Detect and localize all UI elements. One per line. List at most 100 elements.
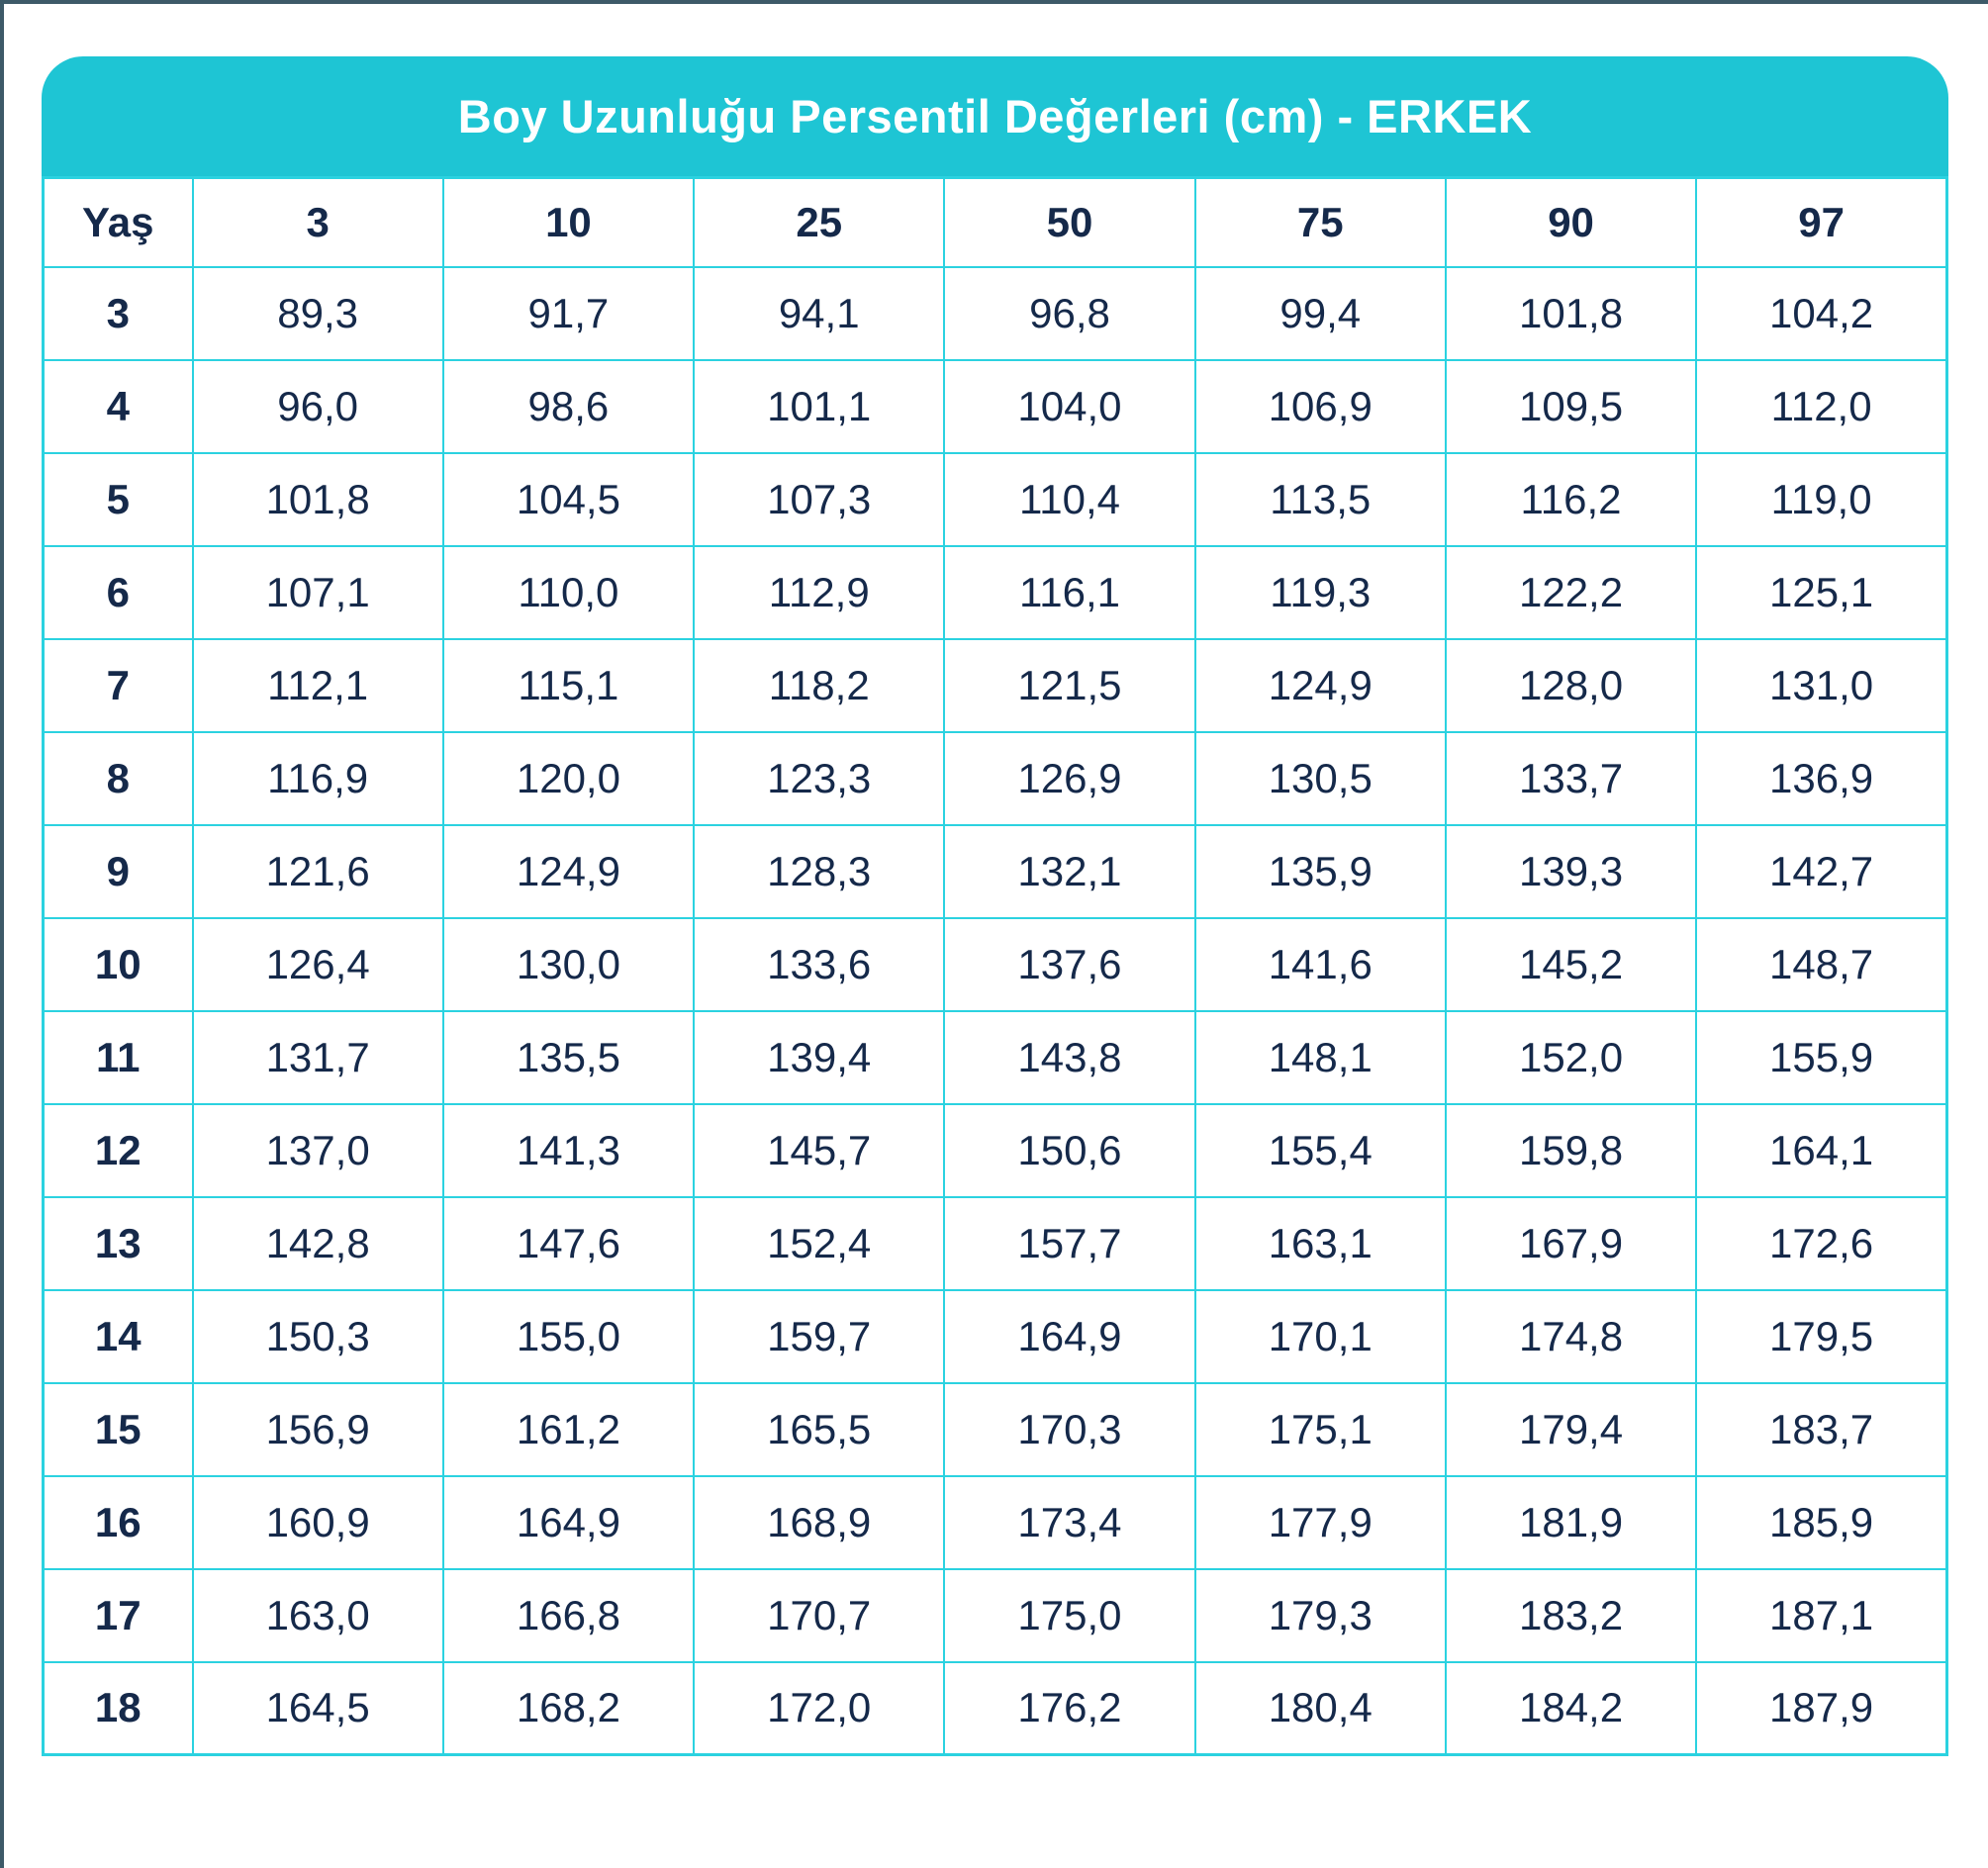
table-row: 8 116,9 120,0 123,3 126,9 130,5 133,7 136,9 [42, 730, 1948, 826]
value-cell: 130,0 [441, 916, 696, 1012]
value-cell: 110,0 [441, 544, 696, 640]
value-cell: 163,0 [191, 1567, 444, 1663]
table-row: 7 112,1 115,1 118,2 121,5 124,9 128,0 131,0 [42, 637, 1948, 733]
value-cell: 104,2 [1695, 265, 1948, 361]
value-cell: 141,3 [441, 1102, 696, 1198]
age-cell: 18 [42, 1660, 194, 1756]
value-cell: 124,9 [1193, 637, 1447, 733]
value-cell: 142,8 [191, 1195, 444, 1291]
value-cell: 170,1 [1193, 1288, 1447, 1384]
table-row: 18 164,5 168,2 172,0 176,2 180,4 184,2 187,9 [42, 1660, 1948, 1756]
percentile-table-card: Boy Uzunluğu Persentil Değerleri (cm) - … [42, 56, 1948, 1756]
value-cell: 161,2 [441, 1381, 696, 1477]
value-cell: 164,9 [441, 1474, 696, 1570]
value-cell: 137,6 [943, 916, 1196, 1012]
height-percentile-table: Yaş 3 10 25 50 75 90 97 3 89,3 91,7 94,1 96,8 99,4 10… [42, 176, 1948, 1756]
value-cell: 141,6 [1193, 916, 1447, 1012]
value-cell: 170,3 [943, 1381, 1196, 1477]
age-cell: 15 [42, 1381, 194, 1477]
value-cell: 109,5 [1444, 358, 1698, 454]
age-cell: 12 [42, 1102, 194, 1198]
value-cell: 120,0 [441, 730, 696, 826]
value-cell: 184,2 [1444, 1660, 1698, 1756]
value-cell: 135,9 [1193, 823, 1447, 919]
value-cell: 96,8 [943, 265, 1196, 361]
value-cell: 143,8 [943, 1009, 1196, 1105]
table-title: Boy Uzunluğu Persentil Değerleri (cm) - … [457, 90, 1533, 142]
value-cell: 176,2 [943, 1660, 1196, 1756]
value-cell: 164,5 [191, 1660, 444, 1756]
value-cell: 119,3 [1193, 544, 1447, 640]
value-cell: 125,1 [1695, 544, 1948, 640]
table-head: Yaş 3 10 25 50 75 90 97 [42, 176, 1948, 268]
age-cell: 5 [42, 451, 194, 547]
value-cell: 122,2 [1444, 544, 1698, 640]
value-cell: 132,1 [943, 823, 1196, 919]
value-cell: 130,5 [1193, 730, 1447, 826]
value-cell: 112,9 [693, 544, 946, 640]
value-cell: 165,5 [693, 1381, 946, 1477]
percentile-header: 75 [1193, 176, 1447, 268]
value-cell: 131,7 [191, 1009, 444, 1105]
table-row: 6 107,1 110,0 112,9 116,1 119,3 122,2 125,1 [42, 544, 1948, 640]
age-cell: 13 [42, 1195, 194, 1291]
table-row: 3 89,3 91,7 94,1 96,8 99,4 101,8 104,2 [42, 265, 1948, 361]
value-cell: 107,3 [693, 451, 946, 547]
value-cell: 150,6 [943, 1102, 1196, 1198]
table-row: 17 163,0 166,8 170,7 175,0 179,3 183,2 187,1 [42, 1567, 1948, 1663]
value-cell: 94,1 [693, 265, 946, 361]
value-cell: 119,0 [1695, 451, 1948, 547]
value-cell: 137,0 [191, 1102, 444, 1198]
value-cell: 101,8 [191, 451, 444, 547]
value-cell: 175,1 [1193, 1381, 1447, 1477]
table-title-band: Boy Uzunluğu Persentil Değerleri (cm) - … [42, 56, 1948, 176]
value-cell: 89,3 [191, 265, 444, 361]
value-cell: 123,3 [693, 730, 946, 826]
value-cell: 174,8 [1444, 1288, 1698, 1384]
table-row: 12 137,0 141,3 145,7 150,6 155,4 159,8 164,1 [42, 1102, 1948, 1198]
value-cell: 91,7 [441, 265, 696, 361]
value-cell: 172,6 [1695, 1195, 1948, 1291]
value-cell: 147,6 [441, 1195, 696, 1291]
value-cell: 164,9 [943, 1288, 1196, 1384]
value-cell: 183,7 [1695, 1381, 1948, 1477]
value-cell: 142,7 [1695, 823, 1948, 919]
table-row: 11 131,7 135,5 139,4 143,8 148,1 152,0 155,9 [42, 1009, 1948, 1105]
value-cell: 155,9 [1695, 1009, 1948, 1105]
value-cell: 183,2 [1444, 1567, 1698, 1663]
value-cell: 121,5 [943, 637, 1196, 733]
value-cell: 133,6 [693, 916, 946, 1012]
value-cell: 131,0 [1695, 637, 1948, 733]
value-cell: 112,1 [191, 637, 444, 733]
value-cell: 180,4 [1193, 1660, 1447, 1756]
percentile-header: 90 [1444, 176, 1698, 268]
percentile-header: 25 [693, 176, 946, 268]
value-cell: 116,1 [943, 544, 1196, 640]
age-cell: 7 [42, 637, 194, 733]
value-cell: 107,1 [191, 544, 444, 640]
value-cell: 104,0 [943, 358, 1196, 454]
value-cell: 187,1 [1695, 1567, 1948, 1663]
value-cell: 179,3 [1193, 1567, 1447, 1663]
value-cell: 175,0 [943, 1567, 1196, 1663]
value-cell: 104,5 [441, 451, 696, 547]
value-cell: 135,5 [441, 1009, 696, 1105]
value-cell: 128,0 [1444, 637, 1698, 733]
value-cell: 148,1 [1193, 1009, 1447, 1105]
value-cell: 139,4 [693, 1009, 946, 1105]
table-row: 4 96,0 98,6 101,1 104,0 106,9 109,5 112,0 [42, 358, 1948, 454]
value-cell: 156,9 [191, 1381, 444, 1477]
value-cell: 167,9 [1444, 1195, 1698, 1291]
header-row: Yaş 3 10 25 50 75 90 97 [42, 176, 1948, 268]
value-cell: 187,9 [1695, 1660, 1948, 1756]
percentile-header: 3 [191, 176, 444, 268]
table-row: 5 101,8 104,5 107,3 110,4 113,5 116,2 119,0 [42, 451, 1948, 547]
value-cell: 113,5 [1193, 451, 1447, 547]
age-cell: 6 [42, 544, 194, 640]
value-cell: 164,1 [1695, 1102, 1948, 1198]
value-cell: 173,4 [943, 1474, 1196, 1570]
value-cell: 145,2 [1444, 916, 1698, 1012]
value-cell: 128,3 [693, 823, 946, 919]
value-cell: 157,7 [943, 1195, 1196, 1291]
percentile-header: 10 [441, 176, 696, 268]
